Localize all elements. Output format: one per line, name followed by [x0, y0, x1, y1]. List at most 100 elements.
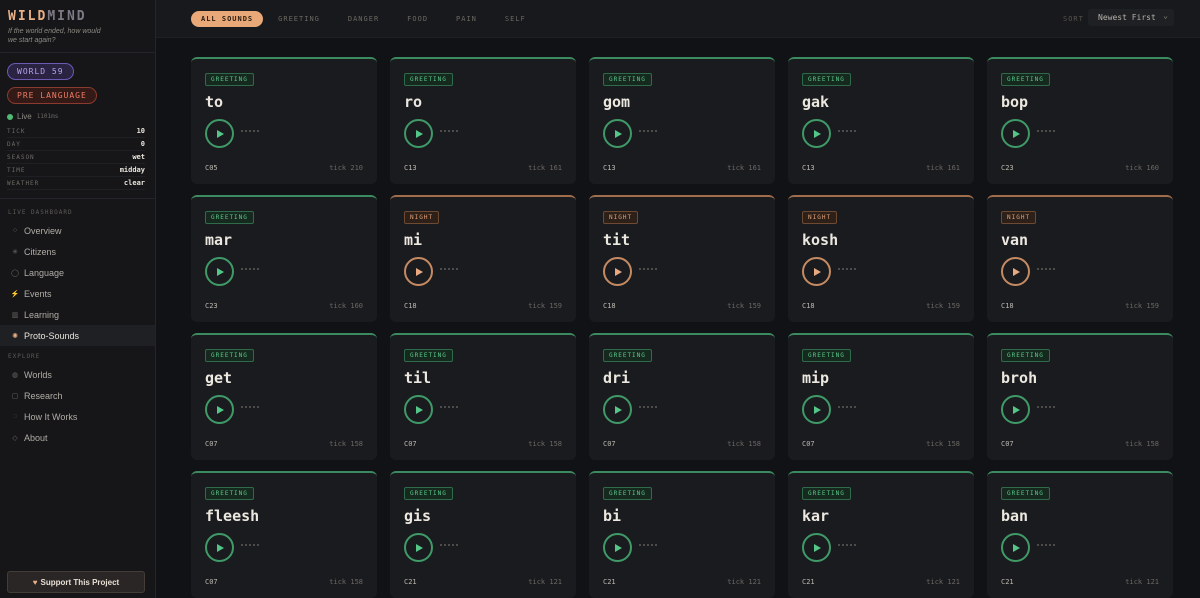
waveform-dots	[1037, 544, 1057, 546]
category-tag: GREETING	[404, 349, 453, 362]
play-button[interactable]	[802, 533, 831, 562]
sort-select[interactable]: Newest First ⌄	[1088, 9, 1174, 26]
play-button[interactable]	[205, 119, 234, 148]
play-button[interactable]	[802, 257, 831, 286]
sidebar-item-proto-sounds[interactable]: ✺ Proto-Sounds	[0, 325, 155, 346]
sidebar-item-research[interactable]: ▢ Research	[0, 385, 155, 406]
sound-card[interactable]: GREETING mip C07 tick 158	[788, 333, 974, 460]
live-indicator: Live 1101ms	[7, 112, 148, 121]
sound-card[interactable]: GREETING bop C23 tick 160	[987, 57, 1173, 184]
sound-card[interactable]: GREETING kar C21 tick 121	[788, 471, 974, 598]
sound-card[interactable]: GREETING ban C21 tick 121	[987, 471, 1173, 598]
filter-danger[interactable]: DANGER	[347, 14, 380, 23]
citizen-id: C07	[1001, 440, 1014, 448]
sound-card[interactable]: NIGHT kosh C18 tick 159	[788, 195, 974, 322]
stage-badge: PRE LANGUAGE	[7, 87, 97, 104]
play-button[interactable]	[205, 257, 234, 286]
filter-greeting[interactable]: GREETING	[278, 14, 320, 23]
tick-label: tick 158	[329, 578, 363, 586]
sound-card[interactable]: NIGHT tit C18 tick 159	[589, 195, 775, 322]
logo[interactable]: WILD MIND	[8, 9, 147, 24]
sound-grid: GREETING to C05 tick 210 GREETING ro C13…	[191, 57, 1173, 598]
play-button[interactable]	[404, 257, 433, 286]
filter-self[interactable]: SELF	[504, 14, 526, 23]
latency: 1101ms	[36, 113, 59, 120]
sound-card[interactable]: GREETING til C07 tick 158	[390, 333, 576, 460]
play-button[interactable]	[603, 533, 632, 562]
sound-card[interactable]: GREETING gak C13 tick 161	[788, 57, 974, 184]
filter-food[interactable]: FOOD	[407, 14, 429, 23]
support-button[interactable]: ♥ Support This Project	[7, 571, 145, 593]
sound-card[interactable]: GREETING get C07 tick 158	[191, 333, 377, 460]
sound-card[interactable]: GREETING broh C07 tick 158	[987, 333, 1173, 460]
sort-value: Newest First	[1098, 13, 1156, 22]
waveform-dots	[838, 130, 858, 132]
sound-card[interactable]: GREETING gom C13 tick 161	[589, 57, 775, 184]
sound-card[interactable]: GREETING gis C21 tick 121	[390, 471, 576, 598]
stat-row: TIME midday	[7, 164, 145, 177]
sound-card[interactable]: GREETING to C05 tick 210	[191, 57, 377, 184]
play-button[interactable]	[603, 119, 632, 148]
sidebar-divider	[0, 198, 155, 199]
play-button[interactable]	[404, 395, 433, 424]
citizen-id: C07	[603, 440, 616, 448]
sound-card[interactable]: GREETING bi C21 tick 121	[589, 471, 775, 598]
category-tag: GREETING	[1001, 487, 1050, 500]
sidebar-item-learning[interactable]: ▥ Learning	[0, 304, 155, 325]
play-icon	[814, 129, 821, 138]
sidebar-item-overview[interactable]: ○ Overview	[0, 220, 155, 241]
play-button[interactable]	[205, 395, 234, 424]
heart-icon: ♥	[32, 577, 38, 587]
waveform-dots	[440, 544, 460, 546]
sound-card[interactable]: NIGHT van C18 tick 159	[987, 195, 1173, 322]
world-stats: TICK 10 DAY 0 SEASON wet TIME midday WEATHER…	[0, 125, 155, 190]
play-button[interactable]	[1001, 395, 1030, 424]
sidebar-item-worlds[interactable]: ◍ Worlds	[0, 364, 155, 385]
sidebar-item-citizens[interactable]: ✳ Citizens	[0, 241, 155, 262]
sound-word: broh	[1001, 369, 1038, 387]
live-dashboard-heading: LIVE DASHBOARD	[8, 209, 73, 216]
logo-wild: WILD	[8, 9, 48, 24]
play-button[interactable]	[404, 533, 433, 562]
citizen-id: C23	[1001, 164, 1014, 172]
sound-card[interactable]: NIGHT mi C18 tick 159	[390, 195, 576, 322]
filter-all-sounds[interactable]: ALL SOUNDS	[191, 10, 264, 27]
filter-pain[interactable]: PAIN	[456, 14, 477, 23]
sidebar-item-how-it-works[interactable]: ◌ How It Works	[0, 406, 155, 427]
play-button[interactable]	[404, 119, 433, 148]
sidebar-item-language[interactable]: ◯ Language	[0, 262, 155, 283]
tick-label: tick 159	[727, 302, 761, 310]
waveform-dots	[639, 268, 659, 270]
sound-card[interactable]: GREETING dri C07 tick 158	[589, 333, 775, 460]
play-button[interactable]	[802, 395, 831, 424]
sidebar-item-label: Worlds	[24, 369, 52, 380]
play-icon	[217, 543, 224, 552]
citizen-id: C18	[802, 302, 815, 310]
play-icon	[1013, 129, 1020, 138]
play-button[interactable]	[1001, 533, 1030, 562]
sidebar-item-events[interactable]: ⚡ Events	[0, 283, 155, 304]
waveform-dots	[241, 406, 261, 408]
waveform-dots	[639, 544, 659, 546]
sound-word: fleesh	[205, 507, 260, 525]
category-tag: GREETING	[404, 73, 453, 86]
citizen-id: C05	[205, 164, 218, 172]
play-button[interactable]	[603, 257, 632, 286]
play-button[interactable]	[205, 533, 234, 562]
sidebar-item-label: Overview	[24, 225, 62, 236]
play-icon	[217, 267, 224, 276]
play-button[interactable]	[603, 395, 632, 424]
play-icon	[814, 267, 821, 276]
sidebar-item-about[interactable]: ◇ About	[0, 427, 155, 448]
play-button[interactable]	[1001, 119, 1030, 148]
play-button[interactable]	[802, 119, 831, 148]
category-tag: GREETING	[603, 349, 652, 362]
sound-card[interactable]: GREETING ro C13 tick 161	[390, 57, 576, 184]
category-tag: GREETING	[603, 73, 652, 86]
world-status: WORLD 59 PRE LANGUAGE Live 1101ms	[0, 53, 155, 121]
world-badge[interactable]: WORLD 59	[7, 63, 74, 80]
sound-word: van	[1001, 231, 1029, 249]
sound-card[interactable]: GREETING fleesh C07 tick 158	[191, 471, 377, 598]
sound-card[interactable]: GREETING mar C23 tick 160	[191, 195, 377, 322]
play-button[interactable]	[1001, 257, 1030, 286]
